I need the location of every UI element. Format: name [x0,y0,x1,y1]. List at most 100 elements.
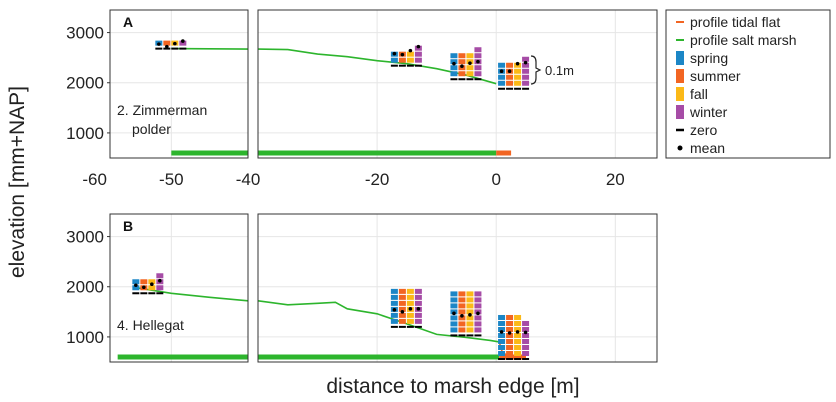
cell-spring [390,57,398,63]
cell-fall [406,51,414,57]
legend-item-winter: winter [676,104,728,120]
panel-frame [257,9,658,159]
cell-spring [498,326,506,332]
mean-marker [157,42,161,46]
cell-fall [406,300,414,306]
mean-marker [468,313,472,317]
cell-summer [163,40,171,46]
legend-box [665,9,831,159]
cell-spring [450,303,458,309]
legend-swatch-box [676,69,684,83]
site-label: 4. Hellegat [117,317,184,333]
panel-frame [109,213,249,363]
subpanel-A-left [109,9,249,159]
cell-fall [406,294,414,300]
x-tick-label: -60 [82,170,107,189]
cell-fall [466,291,474,297]
cell-summer [506,320,514,326]
cell-winter [474,71,482,77]
cell-fall [466,65,474,71]
cell-fall [466,315,474,321]
mean-marker [416,44,421,49]
cell-fall [148,285,156,291]
panel-letter: A [123,14,133,30]
mean-marker [507,69,512,74]
mean-marker [181,39,185,43]
mean-marker [476,59,480,64]
cell-fall [514,74,522,80]
cell-winter [474,53,482,59]
cell-winter [156,273,164,279]
legend-label: summer [690,68,741,84]
tidal-flat-profile-line [559,342,578,357]
cell-spring [450,71,458,77]
cell-winter [522,344,530,350]
subpanel-B-left [109,213,578,363]
cell-summer [398,306,406,312]
panels: 1000 2000 3000 -60 -50 -40 -20 0 20 A 2. Zimmerman… [66,9,658,363]
cell-summer [506,74,514,80]
station-A-1 [155,39,187,50]
cell-fall [514,314,522,320]
legend-label: spring [690,50,728,66]
cell-winter [522,320,530,326]
mean-marker [400,52,405,57]
cell-fall [514,326,522,332]
cell-fall [466,309,474,315]
cell-fall [514,332,522,338]
site-label: polder [132,121,171,137]
legend-swatch-dot [677,145,683,151]
cell-winter [414,312,422,318]
cell-fall [406,318,414,324]
cell-winter [522,80,530,86]
cell-winter [414,294,422,300]
y-tick-label: 1000 [66,328,104,347]
cell-summer [458,71,466,77]
cell-spring [450,315,458,321]
cell-spring [450,65,458,71]
cell-winter [522,332,530,338]
mean-marker [392,308,397,312]
cell-winter [474,321,482,327]
legend-label: zero [690,122,717,138]
cell-spring [498,80,506,86]
subpanel-A-right [257,9,658,159]
mean-marker [134,283,138,288]
legend-item-profile_salt_marsh: profile salt marsh [676,32,797,48]
cell-spring [498,332,506,338]
cell-spring [390,288,398,294]
salt-marsh-profile-line [132,286,248,302]
scale-bar-brace [530,55,542,85]
mean-marker [150,282,154,287]
cell-winter [522,62,530,68]
cell-fall [406,57,414,63]
legend-item-summer: summer [676,68,741,84]
cell-summer [506,344,514,350]
legend-swatch-box [676,105,684,119]
cell-winter [474,315,482,321]
mean-marker [173,41,177,46]
mean-marker [452,311,456,316]
panel-frame [257,213,658,363]
panel-frame [109,9,249,159]
subpanel-B-right [257,213,658,363]
legend-swatch-box [676,87,684,101]
station-A-2 [390,44,422,67]
mean-marker [515,330,520,334]
cell-fall [466,53,474,59]
station-B-2 [390,288,422,328]
mean-marker [408,48,413,53]
cell-spring [390,318,398,324]
cell-summer [458,59,466,65]
legend-label: winter [689,104,728,120]
cell-winter [474,47,482,53]
x-axis-title: distance to marsh edge [m] [326,375,579,398]
cell-winter [179,40,187,46]
mean-marker [523,330,528,335]
cell-summer [140,279,148,285]
cell-winter [414,288,422,294]
cell-winter [474,291,482,297]
cell-spring [450,321,458,327]
cell-fall [466,297,474,303]
mean-marker [523,60,528,65]
